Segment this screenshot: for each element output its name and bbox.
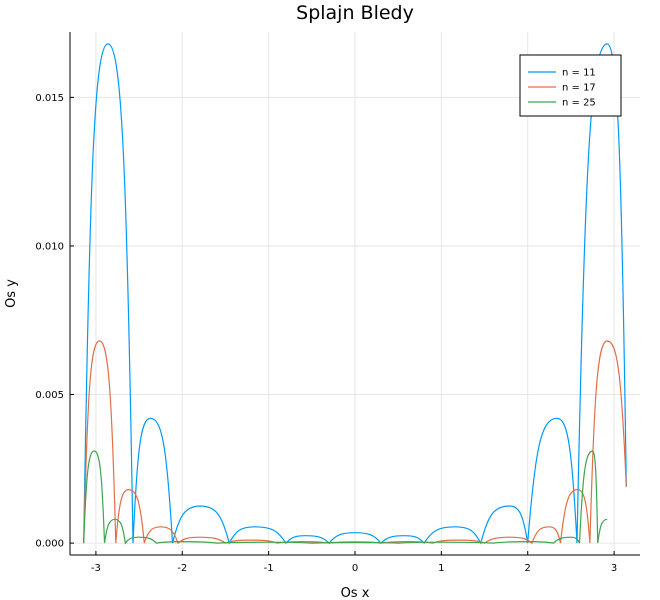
x-tick-label: -3 — [91, 563, 101, 574]
legend-label: n = 11 — [562, 68, 596, 79]
chart-title: Splajn Bledy — [296, 2, 414, 24]
y-tick-label: 0.015 — [35, 93, 64, 104]
plot-series — [83, 43, 627, 545]
x-axis-ticks: -3 -2 -1 0 1 2 3 — [91, 551, 617, 574]
series-line — [83, 43, 627, 545]
y-axis-ticks: 0.000 0.005 0.010 0.015 — [35, 93, 74, 550]
y-axis-title: Os y — [4, 279, 19, 308]
x-tick-label: -2 — [177, 563, 187, 574]
legend: n = 11 n = 17 n = 25 — [519, 54, 622, 117]
legend-label: n = 25 — [562, 98, 596, 109]
x-tick-label: 1 — [438, 563, 444, 574]
legend-items: n = 11 n = 17 n = 25 — [528, 68, 596, 109]
x-tick-label: 3 — [611, 563, 617, 574]
legend-box — [519, 54, 622, 117]
x-tick-label: -1 — [264, 563, 274, 574]
y-tick-label: 0.010 — [35, 241, 64, 252]
grid — [70, 32, 640, 555]
series-line — [83, 450, 608, 545]
series-line — [83, 340, 627, 545]
y-tick-label: 0.005 — [35, 390, 64, 401]
y-tick-label: 0.000 — [35, 539, 64, 550]
x-axis-title: Os x — [341, 586, 370, 600]
legend-label: n = 17 — [562, 83, 596, 94]
x-tick-label: 0 — [352, 563, 358, 574]
x-tick-label: 2 — [525, 563, 531, 574]
